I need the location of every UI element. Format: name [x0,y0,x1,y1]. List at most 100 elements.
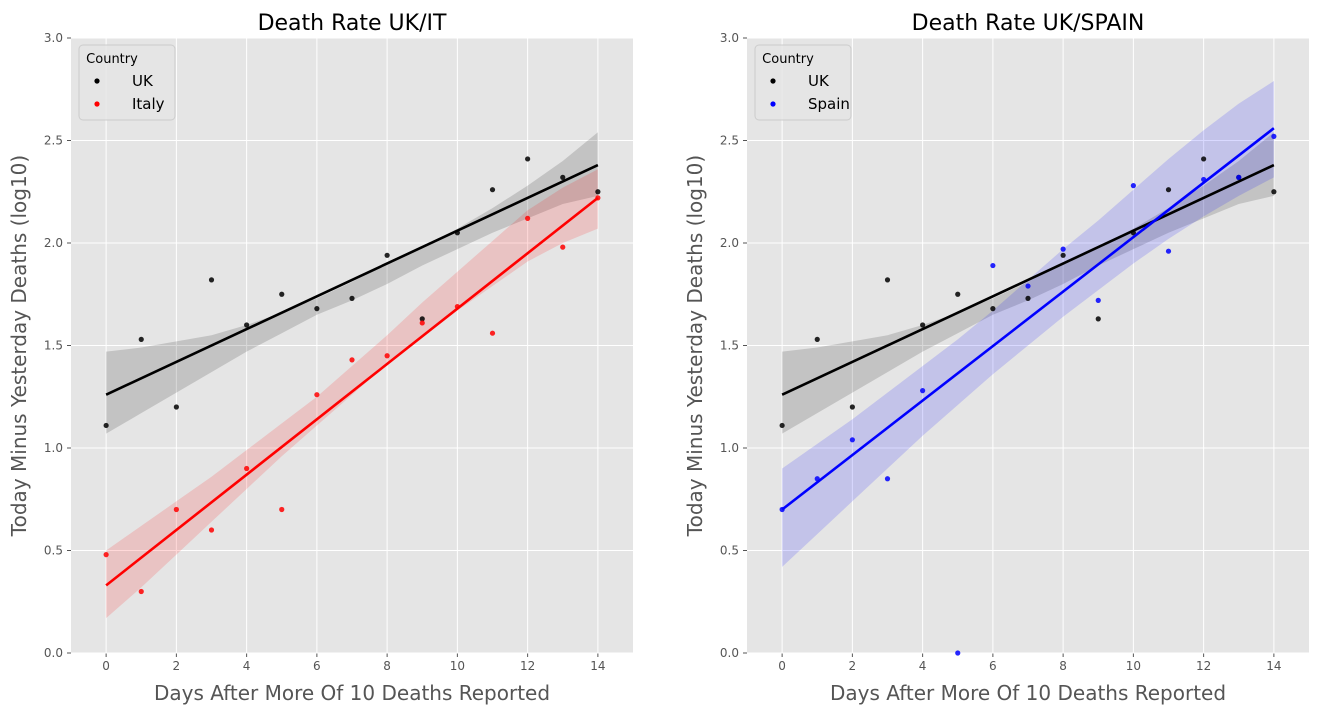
data-point-uk [489,187,496,193]
y-tick-label: 1.5 [720,339,739,353]
x-tick-label: 12 [1196,659,1211,673]
data-point-uk [920,322,926,328]
y-tick-label: 1.5 [44,339,63,353]
data-point-uk [1060,252,1066,258]
y-tick-label: 0.5 [44,544,63,558]
data-point-uk [1025,295,1031,301]
y-tick-label: 0.0 [44,646,63,660]
x-tick-label: 0 [778,659,786,673]
data-point-uk [384,252,390,258]
legend-marker-spain [770,101,776,107]
legend-box [754,44,852,121]
data-point-uk [990,306,996,312]
x-tick-label: 4 [243,659,251,673]
data-point-spain [1130,183,1136,189]
y-axis-label: Today Minus Yesterday Deaths (log10) [683,155,707,537]
x-tick-label: 10 [450,659,465,673]
data-point-uk [419,316,425,322]
data-point-uk [1271,189,1277,195]
legend-label-spain: Spain [808,95,850,113]
x-tick-label: 8 [1059,659,1067,673]
y-tick-label: 0.0 [720,646,739,660]
chart-panel-1: 0 2 4 6 8 10 12 14 0.0 0.5 1.0 1.5 2.0 2.5 3.0 Death Ra… [7,11,633,705]
data-point-uk [595,189,601,195]
data-point-uk [244,322,250,328]
legend-label-uk: UK [808,72,830,90]
data-point-italy [173,506,179,513]
data-point-italy [419,320,425,326]
regression-line-italy [105,196,599,587]
data-point-uk [103,422,109,429]
data-point-uk [814,336,820,342]
x-tick-label: 8 [383,659,391,673]
confidence-band-italy [106,169,598,619]
regression-line-spain [781,127,1275,511]
data-point-italy [314,392,320,398]
confidence-band-spain [782,81,1274,567]
x-tick-label: 2 [173,659,181,673]
y-tick-label: 2.5 [720,134,739,148]
data-point-uk [314,306,320,312]
data-point-italy [103,552,109,558]
data-point-spain [849,437,855,443]
data-point-uk [779,422,785,429]
chart-title: Death Rate UK/SPAIN [912,11,1145,36]
x-tick-label: 6 [989,659,997,673]
y-tick-label: 1.0 [44,441,63,455]
data-point-spain [990,262,996,269]
legend-title: Country [762,52,814,67]
y-tick-label: 2.0 [720,236,739,250]
data-point-italy [279,506,285,513]
chart-title: Death Rate UK/IT [258,11,447,36]
regression-line-uk [105,163,599,396]
data-point-uk [955,291,961,297]
data-point-italy [560,244,566,250]
x-tick-label: 14 [1266,659,1281,673]
y-tick-label: 2.0 [44,236,63,250]
x-tick-label: 10 [1126,659,1141,673]
data-point-italy [349,357,355,363]
legend-box [78,44,176,121]
data-point-uk [1165,187,1172,193]
x-tick-label: 0 [102,659,110,673]
data-point-italy [525,215,531,221]
data-point-uk [1201,156,1207,162]
x-tick-label: 4 [919,659,927,673]
confidence-band-uk [782,132,1274,434]
x-axis-label: Days After More Of 10 Deaths Reported [154,681,550,705]
data-point-spain [1025,283,1031,289]
data-point-italy [384,353,390,359]
y-tick-label: 2.5 [44,134,63,148]
data-point-spain [1165,248,1172,254]
data-point-spain [1060,246,1066,252]
data-point-uk [349,295,355,301]
data-point-italy [138,588,144,595]
chart-panel-2: 0 2 4 6 8 10 12 14 0.0 0.5 1.0 1.5 2.0 2.5 3.0 Death Ra… [683,11,1309,705]
legend-title: Country [86,52,138,67]
data-point-uk [279,291,285,297]
confidence-band-uk [106,132,598,434]
regression-line-uk [781,163,1275,396]
data-point-uk [560,174,566,180]
data-point-italy [489,330,496,336]
data-point-italy [244,465,250,472]
legend: Country UK Italy [78,44,176,121]
x-axis-label: Days After More Of 10 Deaths Reported [830,681,1226,705]
x-tick-label: 14 [590,659,605,673]
legend-marker-uk [94,78,100,84]
y-tick-label: 3.0 [44,31,63,45]
x-tick-label: 12 [520,659,535,673]
data-point-uk [884,277,891,283]
data-point-uk [208,277,215,283]
legend: Country UK Spain [754,44,852,121]
data-point-uk [138,336,144,342]
legend-label-uk: UK [132,72,154,90]
legend-marker-uk [770,78,776,84]
x-tick-label: 6 [313,659,321,673]
y-tick-label: 0.5 [720,544,739,558]
data-point-spain [1236,174,1242,180]
data-point-spain [884,476,891,482]
data-point-spain [955,650,961,656]
data-point-spain [1271,133,1277,139]
